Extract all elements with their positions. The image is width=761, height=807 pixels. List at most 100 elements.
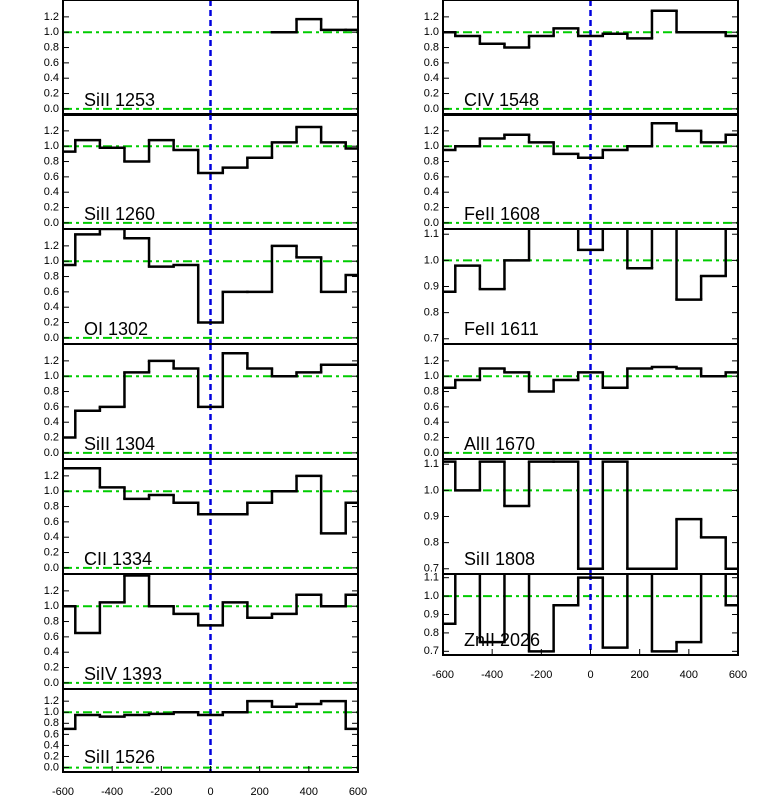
y-tick-label: 0.6 — [424, 57, 439, 69]
y-tick-label: 0.6 — [424, 401, 439, 413]
y-tick-label: 0.2 — [44, 87, 59, 99]
y-tick-label: 1.0 — [44, 370, 59, 382]
panel — [63, 459, 358, 574]
y-tick-label: 0.4 — [44, 72, 59, 84]
y-tick-label: 0.8 — [424, 155, 439, 167]
y-tick-label: 0.6 — [44, 401, 59, 413]
panel-label: SiII 1260 — [84, 204, 155, 224]
y-tick-label: 0.4 — [44, 646, 59, 658]
y-tick-label: 1.2 — [44, 355, 59, 367]
panel-label: SiII 1526 — [84, 747, 155, 767]
x-tick-label: -200 — [530, 669, 552, 681]
panel — [63, 344, 358, 459]
y-tick-label: 0.0 — [44, 332, 59, 344]
y-tick-label: 0.8 — [44, 41, 59, 53]
y-tick-label: 1.0 — [44, 26, 59, 38]
x-tick-label: 400 — [680, 669, 698, 681]
x-tick-label: -600 — [432, 669, 454, 681]
x-tick-label: 600 — [349, 786, 367, 798]
x-tick-label: 0 — [207, 786, 213, 798]
y-tick-label: 0.0 — [44, 761, 59, 773]
x-tick-label: 400 — [300, 786, 318, 798]
x-tick-label: 0 — [587, 669, 593, 681]
y-tick-label: 0.6 — [424, 171, 439, 183]
y-tick-label: 0.8 — [424, 307, 439, 319]
x-tick-label: 200 — [630, 669, 648, 681]
panel-label: CIV 1548 — [464, 90, 539, 110]
y-tick-label: 0.8 — [424, 627, 439, 639]
y-tick-label: 0.4 — [44, 739, 59, 751]
y-tick-label: 0.4 — [44, 186, 59, 198]
y-tick-label: 1.0 — [424, 254, 439, 266]
y-tick-label: 0.8 — [424, 537, 439, 549]
y-tick-label: 0.2 — [44, 316, 59, 328]
y-tick-label: 1.1 — [424, 458, 439, 470]
y-tick-label: 0.0 — [424, 103, 439, 115]
panel — [443, 0, 738, 115]
y-tick-label: 1.0 — [424, 590, 439, 602]
panel — [63, 0, 358, 115]
panel-label: SiII 1253 — [84, 90, 155, 110]
y-tick-label: 0.2 — [424, 87, 439, 99]
y-tick-label: 0.8 — [44, 717, 59, 729]
panel-label: CII 1334 — [84, 549, 152, 569]
panel-label: SiII 1304 — [84, 434, 155, 454]
y-tick-label: 0.9 — [424, 280, 439, 292]
y-tick-label: 1.0 — [44, 706, 59, 718]
y-tick-label: 1.2 — [424, 355, 439, 367]
y-tick-label: 0.0 — [44, 677, 59, 689]
x-tick-label: -400 — [101, 786, 123, 798]
y-tick-label: 0.7 — [424, 333, 439, 345]
x-tick-label: -600 — [52, 786, 74, 798]
panel — [63, 574, 358, 689]
panel — [63, 114, 358, 229]
y-tick-label: 1.0 — [424, 26, 439, 38]
y-tick-label: 0.7 — [424, 645, 439, 657]
y-tick-label: 1.0 — [44, 485, 59, 497]
y-tick-label: 0.0 — [44, 562, 59, 574]
y-tick-label: 1.0 — [424, 484, 439, 496]
y-tick-label: 0.4 — [424, 186, 439, 198]
panel — [63, 229, 358, 344]
y-tick-label: 0.4 — [44, 531, 59, 543]
x-tick-label: -200 — [150, 786, 172, 798]
panel — [443, 344, 738, 459]
y-tick-label: 0.9 — [424, 608, 439, 620]
y-tick-label: 1.1 — [424, 572, 439, 584]
y-tick-label: 0.4 — [424, 72, 439, 84]
y-tick-label: 1.0 — [44, 255, 59, 267]
y-tick-label: 1.1 — [424, 228, 439, 240]
y-tick-label: 1.2 — [424, 125, 439, 137]
y-tick-label: 0.4 — [424, 416, 439, 428]
y-tick-label: 0.2 — [424, 431, 439, 443]
y-tick-label: 1.2 — [44, 585, 59, 597]
x-tick-label: 600 — [729, 669, 747, 681]
y-tick-label: 0.8 — [44, 155, 59, 167]
panel — [443, 114, 738, 229]
y-tick-label: 0.6 — [44, 631, 59, 643]
y-tick-label: 0.8 — [44, 500, 59, 512]
y-tick-label: 0.4 — [44, 301, 59, 313]
panel-label: OI 1302 — [84, 319, 148, 339]
y-tick-label: 0.8 — [44, 270, 59, 282]
panel-label: SiIV 1393 — [84, 664, 162, 684]
y-tick-label: 0.2 — [44, 546, 59, 558]
panel-label: ZnII 2026 — [464, 630, 540, 650]
y-tick-label: 1.0 — [424, 140, 439, 152]
y-tick-label: 1.2 — [44, 695, 59, 707]
y-tick-label: 0.8 — [424, 41, 439, 53]
y-tick-label: 0.2 — [424, 201, 439, 213]
y-tick-label: 0.6 — [44, 286, 59, 298]
y-tick-label: 0.6 — [44, 516, 59, 528]
panel — [443, 229, 738, 344]
y-tick-label: 0.2 — [44, 201, 59, 213]
panel — [443, 459, 738, 574]
y-tick-label: 0.4 — [44, 416, 59, 428]
y-tick-label: 0.0 — [424, 447, 439, 459]
y-tick-label: 0.2 — [44, 661, 59, 673]
y-tick-label: 0.7 — [424, 563, 439, 575]
y-tick-label: 0.0 — [424, 217, 439, 229]
y-tick-label: 1.2 — [424, 11, 439, 23]
y-tick-label: 0.0 — [44, 217, 59, 229]
y-tick-label: 1.0 — [44, 140, 59, 152]
